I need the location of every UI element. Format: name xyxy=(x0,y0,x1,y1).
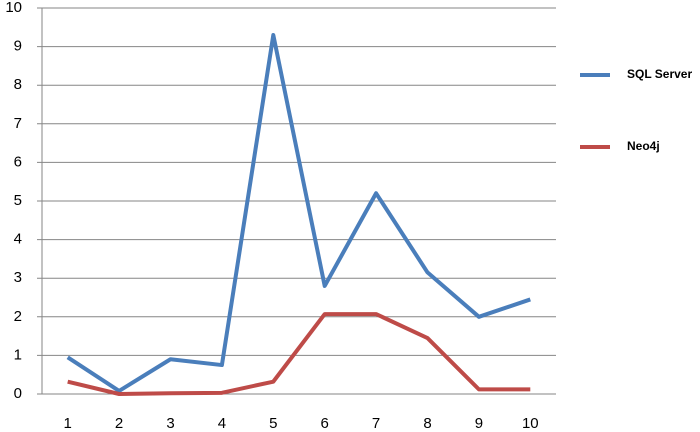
y-tick-label: 1 xyxy=(14,346,22,363)
y-tick-label: 7 xyxy=(14,115,22,132)
y-tick-label: 9 xyxy=(14,38,22,55)
x-tick-label: 5 xyxy=(269,415,277,432)
y-tick-label: 0 xyxy=(14,385,22,402)
y-tick-label: 4 xyxy=(14,231,22,248)
legend-label: SQL Server xyxy=(627,67,692,81)
x-tick-label: 4 xyxy=(218,415,226,432)
x-tick-label: 6 xyxy=(321,415,329,432)
y-tick-label: 2 xyxy=(14,308,22,325)
x-tick-label: 1 xyxy=(64,415,72,432)
y-tick-label: 10 xyxy=(5,0,22,16)
x-tick-label: 9 xyxy=(475,415,483,432)
y-tick-label: 6 xyxy=(14,153,22,170)
y-tick-label: 3 xyxy=(14,269,22,286)
series-line xyxy=(67,312,531,396)
series-line xyxy=(66,33,531,393)
x-tick-label: 7 xyxy=(372,415,380,432)
x-tick-label: 8 xyxy=(423,415,431,432)
x-tick-label: 10 xyxy=(522,415,539,432)
y-tick-label: 8 xyxy=(14,76,22,93)
y-tick-label: 5 xyxy=(14,192,22,209)
x-tick-label: 2 xyxy=(115,415,123,432)
legend-label: Neo4j xyxy=(627,139,660,153)
x-tick-label: 3 xyxy=(166,415,174,432)
